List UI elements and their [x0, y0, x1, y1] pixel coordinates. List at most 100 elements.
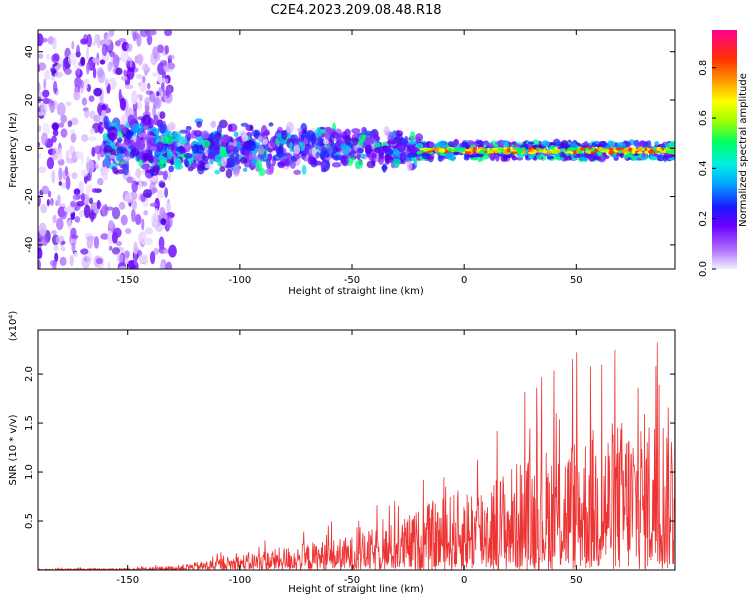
spec-mark-1220 [284, 158, 292, 167]
spec-mark-1246 [321, 128, 327, 134]
spec-mark-1847 [511, 141, 517, 145]
spec-mark-1234 [233, 131, 239, 138]
spec-mark-287 [115, 241, 123, 247]
spec-mark-513 [144, 30, 151, 36]
cb-tick-label-4: 0.8 [698, 60, 709, 76]
spec-mark-108 [97, 121, 104, 134]
spec-mark-2159 [569, 151, 574, 155]
spec-mark-1841 [461, 141, 468, 148]
spec-mark-1350 [232, 165, 240, 177]
spec-ytick-label-0: -40 [24, 237, 35, 253]
spec-mark-479 [158, 236, 165, 250]
spec-mark-407 [42, 89, 50, 98]
spec-mark-1134 [241, 133, 249, 142]
spec-mark-435 [149, 251, 156, 265]
spec-mark-683 [214, 169, 221, 175]
spec-mark-2147 [447, 147, 453, 152]
spec-mark-393 [167, 62, 176, 70]
spec-mark-979 [374, 142, 381, 149]
spec-mark-1153 [395, 129, 400, 140]
spec-mark-1069 [265, 168, 274, 175]
spec-mark-137 [124, 250, 130, 259]
spec-mark-2148 [616, 147, 620, 151]
spec-mark-9 [38, 194, 41, 207]
spec-mark-79 [38, 53, 44, 59]
spec-mark-401 [135, 168, 142, 179]
spec-mark-2102 [554, 150, 558, 155]
spec-mark-466 [151, 72, 158, 77]
spec-mark-468 [51, 37, 57, 50]
spec-mark-265 [149, 202, 158, 207]
spec-mark-1913 [607, 140, 614, 148]
snr-xtick-label-2: -50 [344, 575, 360, 586]
spec-mark-484 [136, 73, 143, 80]
spec-mark-2172 [438, 148, 446, 153]
spec-mark-180 [59, 256, 67, 267]
spec-mark-404 [91, 147, 95, 156]
spec-mark-505 [152, 46, 159, 60]
spec-mark-343 [93, 145, 103, 155]
spec-mark-106 [46, 199, 50, 207]
spec-mark-1405 [175, 157, 182, 170]
spec-mark-314 [138, 178, 142, 190]
spec-mark-145 [85, 46, 89, 60]
snr-xtick-label-3: 0 [461, 575, 467, 586]
spec-mark-449 [144, 227, 154, 235]
spec-mark-273 [57, 158, 65, 166]
spectrogram-x-label: Height of straight line (km) [288, 286, 424, 297]
spec-mark-2130 [627, 147, 633, 152]
spec-mark-1206 [116, 146, 127, 154]
spec-mark-278 [39, 103, 45, 114]
spec-mark-1916 [584, 153, 593, 159]
spec-mark-1280 [317, 136, 323, 146]
spec-mark-341 [86, 235, 96, 241]
spec-mark-2166 [552, 149, 556, 154]
spec-mark-1330 [220, 146, 226, 156]
spec-mark-381 [80, 169, 89, 177]
spec-mark-421 [71, 172, 78, 180]
spec-mark-494 [132, 31, 137, 42]
spec-xtick-label-1: -100 [229, 275, 252, 286]
spec-mark-1346 [138, 159, 144, 167]
spec-mark-1359 [383, 126, 390, 135]
spec-mark-453 [58, 147, 63, 161]
spec-mark-2068 [644, 147, 648, 152]
spec-mark-344 [107, 63, 112, 73]
spec-mark-1275 [155, 141, 164, 153]
spec-mark-1776 [641, 152, 646, 158]
spec-mark-114 [51, 76, 55, 81]
spec-mark-1407 [142, 152, 150, 161]
spec-mark-1418 [406, 152, 417, 158]
spec-mark-266 [80, 56, 86, 66]
spec-mark-1236 [193, 130, 203, 137]
spec-mark-498 [89, 209, 95, 223]
spec-mark-310 [115, 67, 123, 76]
spec-mark-1254 [175, 146, 184, 152]
spec-mark-1121 [104, 154, 109, 167]
spec-mark-425 [166, 85, 172, 98]
spec-mark-2119 [598, 146, 603, 152]
spec-mark-1410 [236, 140, 241, 150]
spec-mark-1882 [617, 141, 626, 150]
spec-mark-1255 [392, 157, 399, 163]
spec-mark-272 [54, 71, 64, 78]
spec-mark-2095 [488, 149, 493, 154]
spec-mark-1984 [572, 150, 577, 155]
spec-mark-268 [74, 151, 83, 159]
spec-mark-148 [97, 115, 101, 121]
spec-mark-1296 [341, 154, 349, 167]
spec-mark-2175 [621, 149, 626, 153]
spec-ytick-label-3: 20 [24, 94, 35, 107]
spec-mark-1908 [502, 154, 509, 161]
spec-mark-2036 [648, 149, 654, 155]
spec-mark-418 [111, 247, 120, 255]
snr-x-axis: -150 -100 -50 0 50 [116, 330, 583, 586]
spec-mark-356 [53, 244, 59, 251]
spec-mark-153 [65, 176, 71, 190]
spec-mark-538 [293, 169, 302, 175]
snr-frame [37, 329, 676, 571]
spec-mark-718 [268, 122, 274, 127]
spec-mark-1836 [536, 154, 543, 160]
spec-mark-28 [97, 177, 104, 186]
